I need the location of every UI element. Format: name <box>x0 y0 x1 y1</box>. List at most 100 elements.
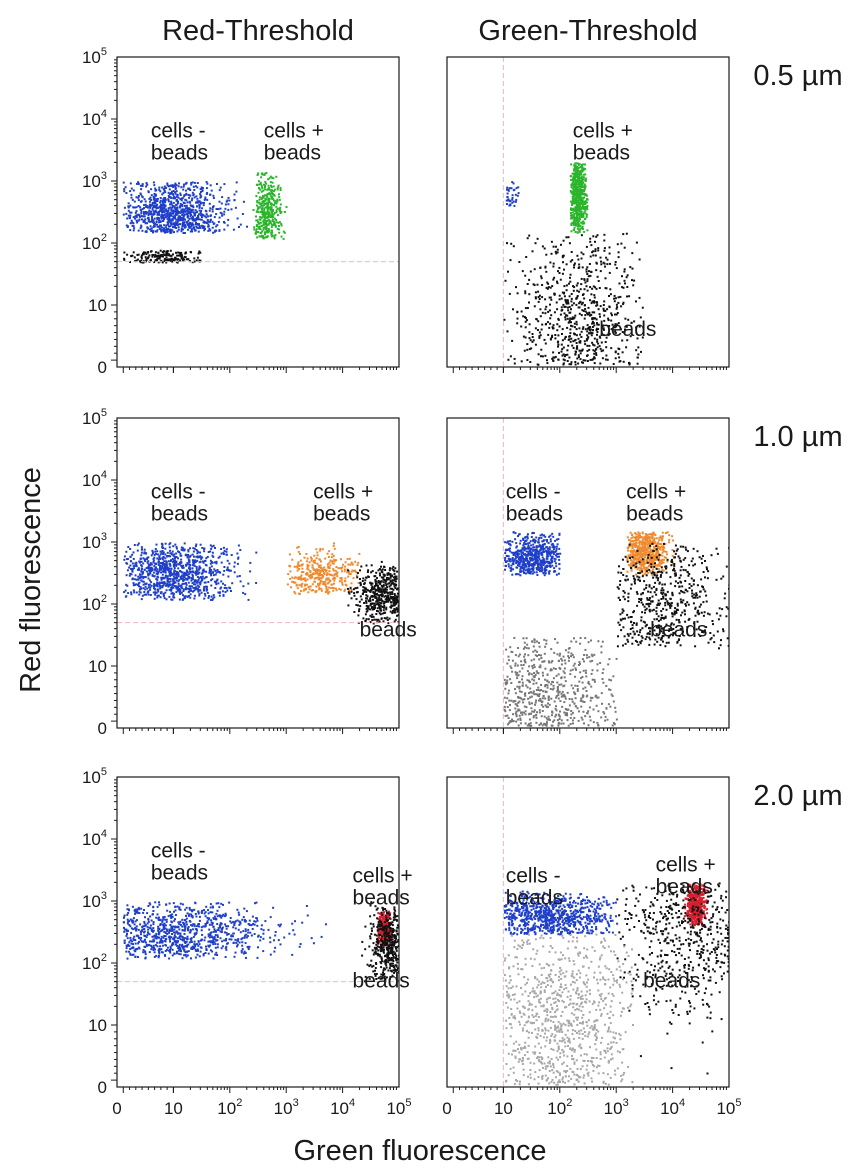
data-point <box>154 204 157 207</box>
y-tick-label: 10 <box>88 296 107 315</box>
data-point <box>294 576 297 579</box>
data-point <box>511 573 514 576</box>
data-point <box>394 576 397 578</box>
data-point <box>365 600 367 603</box>
data-point <box>197 252 200 255</box>
data-point <box>155 543 158 546</box>
data-point <box>275 201 278 204</box>
data-point <box>270 216 272 218</box>
data-point <box>574 222 577 225</box>
data-point <box>383 617 386 620</box>
data-point <box>585 213 588 216</box>
data-point <box>158 561 161 564</box>
data-point <box>159 565 161 568</box>
data-point <box>129 204 132 207</box>
data-point <box>570 300 573 303</box>
data-point <box>377 581 380 584</box>
data-point <box>257 231 260 233</box>
data-point <box>593 296 596 299</box>
data-point <box>275 205 278 208</box>
data-point <box>564 318 567 321</box>
data-point <box>517 186 520 189</box>
data-point <box>137 575 140 578</box>
data-point <box>569 190 572 192</box>
data-point <box>184 213 187 216</box>
data-point <box>162 210 165 213</box>
data-point <box>140 257 143 260</box>
data-point <box>151 202 154 205</box>
data-point <box>167 198 170 201</box>
data-point <box>147 566 149 569</box>
data-point <box>173 582 176 585</box>
data-point <box>286 583 289 586</box>
data-point <box>529 361 532 363</box>
data-point <box>579 201 582 204</box>
data-point <box>181 582 184 585</box>
data-point <box>564 336 567 338</box>
data-point <box>517 553 520 556</box>
data-point <box>169 552 172 555</box>
data-point <box>177 196 180 199</box>
data-point <box>305 583 308 586</box>
data-point <box>383 579 386 581</box>
data-point <box>560 297 563 300</box>
data-point <box>159 249 162 252</box>
data-point <box>555 252 558 255</box>
data-point <box>198 209 201 212</box>
data-point <box>161 544 164 547</box>
data-point <box>180 219 183 221</box>
data-point <box>609 262 611 265</box>
data-point <box>260 183 263 186</box>
data-point <box>328 590 331 593</box>
data-point <box>577 208 580 211</box>
data-point <box>184 597 186 600</box>
data-point <box>356 564 359 567</box>
data-point <box>557 340 560 343</box>
data-point <box>201 189 204 192</box>
data-point <box>515 562 518 564</box>
data-point <box>196 581 199 584</box>
data-point <box>562 363 565 366</box>
data-point <box>255 551 258 554</box>
data-point <box>583 317 586 320</box>
data-point <box>585 270 588 273</box>
data-point <box>225 550 228 553</box>
data-point <box>374 596 377 599</box>
data-point <box>202 220 205 223</box>
data-point <box>278 231 281 234</box>
data-point <box>584 194 587 197</box>
data-point <box>289 577 292 580</box>
data-point <box>183 575 186 578</box>
data-point <box>161 207 164 210</box>
data-point <box>531 333 534 335</box>
data-point <box>145 253 148 256</box>
data-point <box>127 209 130 212</box>
data-point <box>332 554 335 557</box>
data-point <box>578 302 581 305</box>
data-point <box>573 322 576 325</box>
data-point <box>378 612 381 615</box>
data-point <box>572 202 575 205</box>
data-point <box>592 285 595 288</box>
data-point <box>553 276 556 279</box>
data-point <box>639 316 642 319</box>
data-point <box>305 573 307 576</box>
data-point <box>208 568 211 571</box>
data-point <box>190 223 193 226</box>
data-point <box>564 298 567 301</box>
data-point <box>306 566 309 569</box>
data-point <box>139 574 142 577</box>
data-point <box>126 584 129 587</box>
data-point <box>180 257 183 259</box>
data-point <box>314 591 317 594</box>
data-point <box>579 358 582 361</box>
data-point <box>158 213 161 216</box>
data-point <box>376 577 378 580</box>
data-point <box>143 220 146 223</box>
data-point <box>586 349 589 352</box>
data-point <box>279 187 282 189</box>
data-point <box>578 192 581 195</box>
data-point <box>200 187 203 190</box>
data-point <box>552 327 554 330</box>
data-point <box>157 251 160 254</box>
